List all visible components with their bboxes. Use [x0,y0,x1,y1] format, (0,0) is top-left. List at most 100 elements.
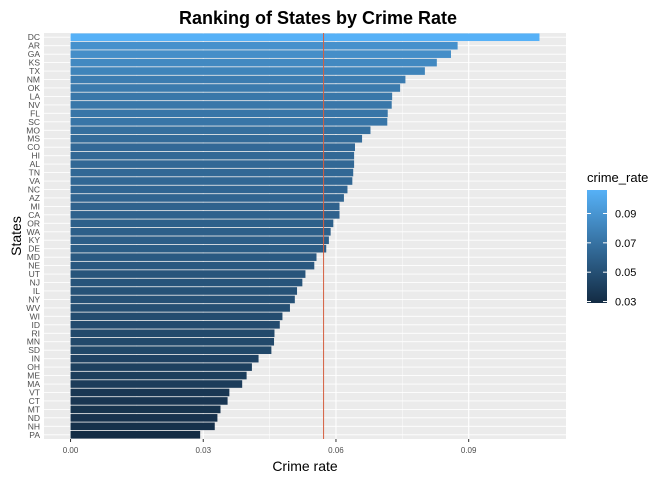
y-tick-label: FL [30,108,40,118]
bar-sc [70,118,388,126]
bar-nv [70,101,392,109]
y-tick-label: NJ [30,278,40,288]
bar-ky [70,236,329,245]
bar-fl [70,109,388,118]
x-tick-label: 0.00 [63,446,79,455]
y-tick-label: NC [28,184,40,194]
bar-ms [70,134,363,143]
y-tick-label: DC [28,32,40,42]
bar-pa [70,430,201,439]
y-tick-label: OK [28,83,41,93]
bar-vt [70,388,230,397]
bar-nc [70,185,348,194]
y-tick-label: AL [30,159,41,169]
y-tick-label: IL [33,286,40,296]
y-tick-label: LA [30,91,41,101]
y-tick-label: UT [29,269,40,279]
y-tick-label: SD [28,345,40,355]
bar-tx [70,67,425,75]
bar-ca [70,211,340,219]
bar-mn [70,337,275,346]
y-tick-label: WV [26,303,40,313]
bar-nm [70,75,406,84]
y-tick-label: KS [29,58,41,68]
bars [70,33,540,439]
bar-co [70,143,355,151]
bar-in [70,354,259,363]
x-tick-label: 0.09 [461,446,477,455]
bar-mi [70,202,340,211]
y-tick-label: MO [26,125,40,135]
legend-title: crime_rate [587,170,648,185]
y-tick-label: AZ [29,193,40,203]
bar-wv [70,304,290,312]
bar-ga [70,50,451,58]
y-tick-label: OR [27,218,40,228]
y-tick-label: PA [29,430,40,440]
y-tick-label: KY [29,235,41,245]
legend-label: 0.05 [615,267,636,279]
y-tick-label: NE [28,261,40,271]
bar-tn [70,168,354,177]
y-tick-label: OH [27,362,40,372]
y-tick-label: SC [28,117,40,127]
y-tick-label: NM [27,75,40,85]
y-tick-label: ID [32,320,41,330]
bar-nj [70,278,303,287]
bar-nd [70,414,218,422]
bar-mt [70,405,221,414]
y-tick-label: NH [28,421,40,431]
plot-panel [44,33,566,439]
y-tick-label: NV [28,100,40,110]
y-tick-label: NY [28,294,40,304]
bar-de [70,244,327,253]
x-axis-title: Crime rate [272,458,338,474]
bar-id [70,321,280,329]
y-tick-label: ND [28,413,40,423]
y-tick-label: GA [28,49,41,59]
y-axis-title: States [8,216,24,256]
bar-va [70,177,353,185]
y-tick-label: MD [27,252,40,262]
bar-ne [70,261,315,270]
legend: crime_rate 0.03 0.05 0.07 0.09 [587,170,648,309]
x-tick-labels: 0.00 0.03 0.06 0.09 [63,439,477,455]
y-tick-label: MS [27,134,40,144]
y-tick-label: MN [27,337,40,347]
bar-sd [70,346,272,354]
y-tick-labels: DCARGAKSTXNMOKLANVFLSCMOMSCOHIALTNVANCAZ… [26,32,40,440]
y-tick-label: AR [28,41,40,51]
y-tick-label: VA [29,176,40,186]
legend-colorbar [587,190,607,303]
bar-md [70,253,317,261]
y-tick-label: IN [32,354,41,364]
x-tick-label: 0.03 [195,446,211,455]
bar-ny [70,295,295,304]
y-tick-label: CT [29,396,40,406]
bar-il [70,287,298,295]
chart-title: Ranking of States by Crime Rate [179,8,457,28]
y-tick-label: HI [32,151,41,161]
bar-or [70,219,334,228]
y-tick-label: WA [27,227,41,237]
bar-wi [70,312,283,321]
y-tick-label: ME [27,371,40,381]
bar-ri [70,329,275,338]
y-tick-label: CO [27,142,40,152]
bar-hi [70,151,355,160]
bar-ma [70,380,243,388]
bar-az [70,194,344,202]
legend-label: 0.07 [615,238,636,250]
bar-la [70,92,393,101]
bar-al [70,160,355,168]
y-tick-label: MA [27,379,40,389]
bar-nh [70,422,215,431]
y-tick-label: TX [29,66,40,76]
x-tick-label: 0.06 [328,446,344,455]
bar-mo [70,126,371,135]
bar-ok [70,84,401,92]
y-tick-label: CA [28,210,40,220]
legend-label: 0.03 [615,297,636,309]
bar-ks [70,58,437,67]
